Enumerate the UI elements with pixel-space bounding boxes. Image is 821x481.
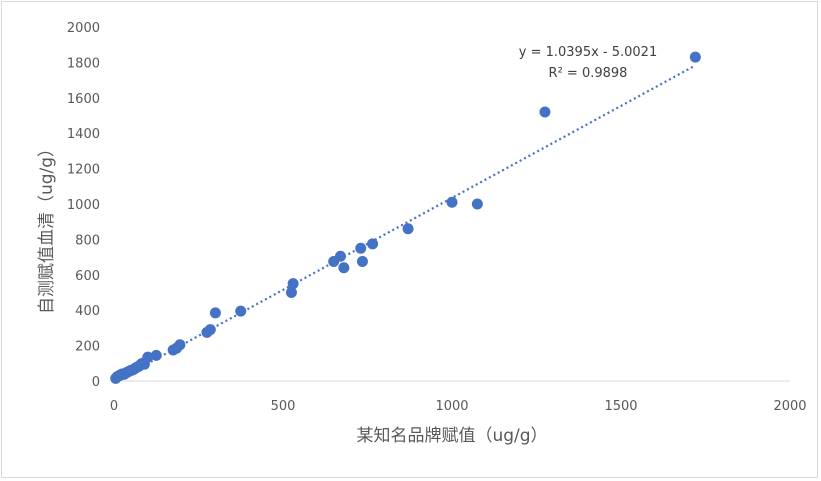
x-axis-title: 某知名品牌赋值（ug/g）	[356, 426, 547, 446]
data-point	[150, 349, 162, 361]
data-point	[174, 339, 186, 351]
data-point	[355, 242, 367, 254]
y-tick-label: 1600	[67, 92, 100, 107]
data-point	[285, 287, 297, 298]
x-tick-label: 500	[271, 399, 296, 414]
data-point	[334, 250, 346, 262]
axes: 0 500 1000 1500 2000 0 200 400 600 800 1000 1200 140…	[67, 21, 807, 414]
y-tick-label: 400	[75, 304, 100, 319]
y-axis-title: 自测赋值血清（ug/g）	[37, 140, 57, 314]
data-point	[204, 324, 216, 336]
y-tick-label: 1000	[67, 198, 100, 213]
data-point	[356, 256, 368, 268]
data-point	[402, 223, 414, 235]
data-point	[539, 106, 551, 118]
x-tick-label: 1000	[435, 399, 468, 414]
data-point	[338, 262, 350, 274]
data-point	[209, 307, 221, 319]
data-point	[446, 196, 458, 208]
y-tick-label: 800	[75, 233, 100, 248]
y-tick-label: 2000	[67, 21, 100, 36]
y-tick-label: 200	[75, 340, 100, 355]
y-tick-label: 0	[92, 375, 100, 390]
x-tick-label: 0	[110, 399, 118, 414]
y-tick-label: 600	[75, 269, 100, 284]
data-points	[110, 51, 701, 384]
data-point	[471, 198, 483, 210]
data-point	[287, 278, 299, 290]
data-point	[367, 238, 379, 250]
y-tick-label: 1200	[67, 163, 100, 178]
y-tick-label: 1400	[67, 127, 100, 142]
data-point	[142, 351, 154, 363]
x-tick-label: 1500	[604, 399, 637, 414]
y-tick-label: 1800	[67, 56, 100, 71]
trendline-r2: R² = 0.9898	[549, 66, 628, 81]
data-point	[235, 305, 247, 317]
x-tick-label: 2000	[773, 399, 806, 414]
data-point	[689, 51, 701, 63]
trendline-equation: y = 1.0395x - 5.0021	[519, 45, 657, 60]
